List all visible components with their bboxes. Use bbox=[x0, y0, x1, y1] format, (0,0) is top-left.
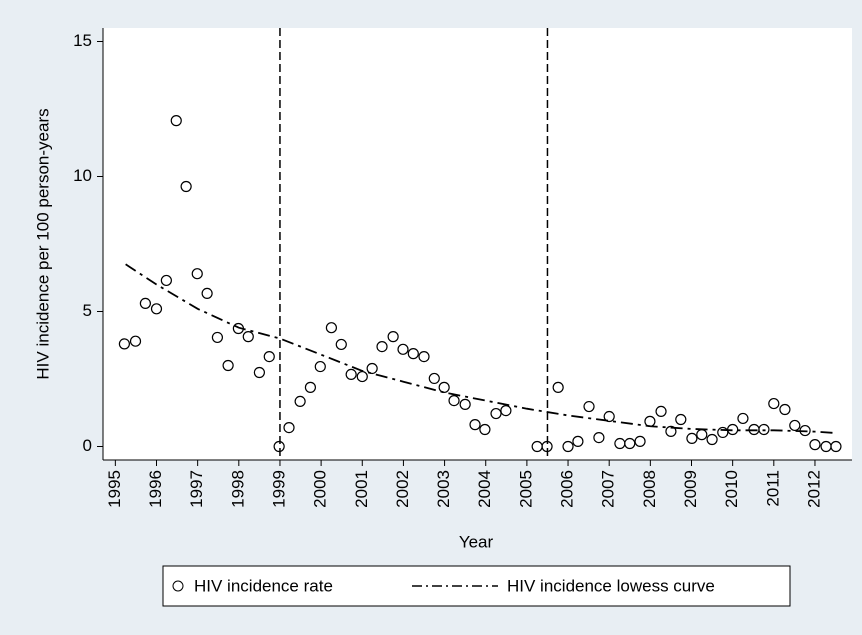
data-point bbox=[717, 426, 729, 439]
data-point bbox=[387, 331, 399, 343]
x-tick-label: 1998 bbox=[228, 470, 247, 508]
data-point bbox=[242, 331, 254, 343]
data-point bbox=[624, 437, 636, 450]
data-point bbox=[768, 397, 780, 410]
data-point bbox=[706, 433, 718, 446]
data-point bbox=[335, 338, 347, 351]
data-point bbox=[469, 419, 481, 431]
data-point bbox=[129, 335, 142, 347]
data-point bbox=[222, 359, 234, 372]
data-point bbox=[675, 413, 687, 426]
data-point bbox=[779, 403, 791, 416]
data-point bbox=[314, 360, 326, 373]
data-point bbox=[500, 404, 512, 417]
x-axis-title: Year bbox=[459, 532, 494, 551]
lowess-line bbox=[125, 263, 836, 434]
data-point bbox=[665, 425, 677, 437]
data-point bbox=[345, 368, 357, 381]
data-point bbox=[655, 405, 667, 417]
data-point bbox=[294, 395, 306, 408]
data-point bbox=[304, 381, 317, 393]
x-tick-label: 2008 bbox=[640, 470, 659, 508]
data-point bbox=[459, 398, 471, 410]
x-tick-label: 2004 bbox=[475, 470, 494, 508]
data-point bbox=[418, 350, 430, 363]
x-tick-label: 2011 bbox=[763, 470, 782, 507]
data-point bbox=[438, 381, 450, 393]
data-point bbox=[170, 115, 182, 127]
data-point bbox=[830, 440, 842, 453]
data-point bbox=[634, 435, 646, 447]
data-point bbox=[603, 410, 615, 423]
x-tick-label: 1997 bbox=[187, 470, 206, 508]
x-tick-label: 2005 bbox=[516, 470, 535, 508]
data-point bbox=[283, 422, 295, 434]
data-point bbox=[407, 348, 419, 360]
data-point bbox=[376, 341, 388, 353]
data-point bbox=[789, 419, 801, 432]
data-point bbox=[201, 287, 213, 300]
data-point bbox=[428, 372, 440, 385]
y-tick-label: 10 bbox=[73, 166, 92, 185]
data-point bbox=[541, 440, 553, 453]
data-point bbox=[552, 381, 564, 393]
data-point bbox=[593, 431, 605, 444]
data-point bbox=[758, 423, 770, 436]
data-point bbox=[490, 407, 502, 420]
x-tick-label: 2010 bbox=[722, 470, 741, 508]
x-tick-label: 1995 bbox=[105, 470, 124, 508]
data-point bbox=[253, 366, 265, 379]
x-tick-label: 2000 bbox=[311, 470, 330, 508]
data-point bbox=[191, 268, 203, 280]
y-tick-label: 0 bbox=[83, 436, 92, 455]
data-point bbox=[180, 180, 192, 193]
data-point bbox=[325, 322, 338, 334]
x-tick-label: 1999 bbox=[269, 470, 288, 508]
data-point bbox=[118, 338, 131, 350]
x-tick-label: 1996 bbox=[146, 470, 165, 508]
data-point bbox=[448, 395, 460, 407]
legend-label: HIV incidence rate bbox=[194, 576, 333, 595]
data-point bbox=[150, 303, 163, 315]
data-point bbox=[263, 350, 275, 363]
data-point bbox=[211, 331, 224, 344]
x-tick-label: 2012 bbox=[804, 470, 823, 508]
plot-area bbox=[103, 28, 852, 460]
x-tick-label: 2009 bbox=[681, 470, 700, 508]
x-tick-label: 2003 bbox=[434, 470, 453, 508]
y-tick-label: 5 bbox=[83, 301, 92, 320]
data-point bbox=[562, 440, 574, 453]
legend-label: HIV incidence lowess curve bbox=[507, 576, 715, 595]
x-tick-label: 2007 bbox=[599, 470, 618, 508]
data-point bbox=[397, 343, 409, 355]
data-point bbox=[160, 274, 172, 287]
data-point bbox=[583, 400, 595, 413]
data-point bbox=[479, 423, 491, 436]
data-point bbox=[572, 435, 584, 447]
data-point bbox=[686, 432, 698, 444]
y-axis-title: HIV incidence per 100 person-years bbox=[33, 108, 52, 379]
data-point bbox=[737, 412, 749, 425]
data-point bbox=[139, 297, 151, 309]
data-point bbox=[366, 362, 378, 375]
x-tick-label: 2002 bbox=[393, 470, 412, 508]
data-point bbox=[809, 439, 821, 451]
x-tick-label: 2006 bbox=[558, 470, 577, 508]
y-tick-label: 15 bbox=[73, 31, 92, 50]
x-tick-label: 2001 bbox=[352, 470, 371, 508]
legend-marker bbox=[172, 580, 184, 592]
data-point bbox=[273, 440, 285, 453]
